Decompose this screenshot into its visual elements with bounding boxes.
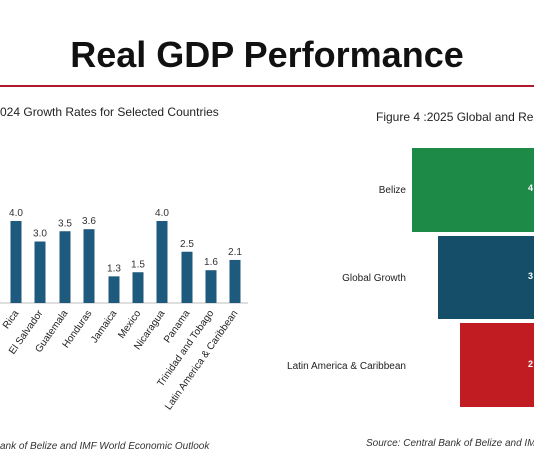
category-label: Global Growth — [342, 273, 406, 284]
bar — [156, 221, 168, 303]
slide-title: Real GDP Performance — [70, 34, 464, 75]
bar — [83, 229, 95, 303]
bar — [438, 236, 534, 319]
data-label: 3 — [528, 271, 533, 281]
bar — [412, 148, 534, 232]
data-label: 1.3 — [107, 263, 121, 274]
left-chart-source: ank of Belize and IMF World Economic Out… — [0, 441, 210, 452]
data-label: 2.5 — [180, 239, 194, 250]
bar — [460, 323, 534, 407]
data-label: 4.0 — [9, 208, 23, 219]
bar — [181, 251, 193, 303]
bar — [10, 221, 22, 303]
right-chart-source: Source: Central Bank of Belize and IMF — [366, 438, 534, 449]
data-label: 3.5 — [58, 218, 72, 229]
title-rule — [0, 85, 534, 87]
bar — [205, 270, 217, 303]
data-label: 4.0 — [155, 208, 169, 219]
bar — [229, 259, 241, 303]
bar — [132, 272, 144, 303]
bar — [59, 231, 71, 303]
category-label: Belize — [379, 185, 407, 196]
data-label: 2 — [528, 359, 533, 369]
data-label: 4 — [528, 183, 533, 193]
data-label: 1.5 — [131, 259, 145, 270]
left-chart-title: 024 Growth Rates for Selected Countries — [0, 105, 219, 119]
right-chart-title: Figure 4 :2025 Global and Re — [376, 110, 534, 124]
data-label: 3.6 — [82, 216, 96, 227]
data-label: 2.1 — [228, 247, 242, 258]
bar — [108, 276, 120, 303]
bar — [34, 241, 46, 303]
category-label: Latin America & Caribbean — [287, 361, 406, 372]
data-label: 3.0 — [33, 229, 47, 240]
data-label: 1.6 — [204, 257, 218, 268]
